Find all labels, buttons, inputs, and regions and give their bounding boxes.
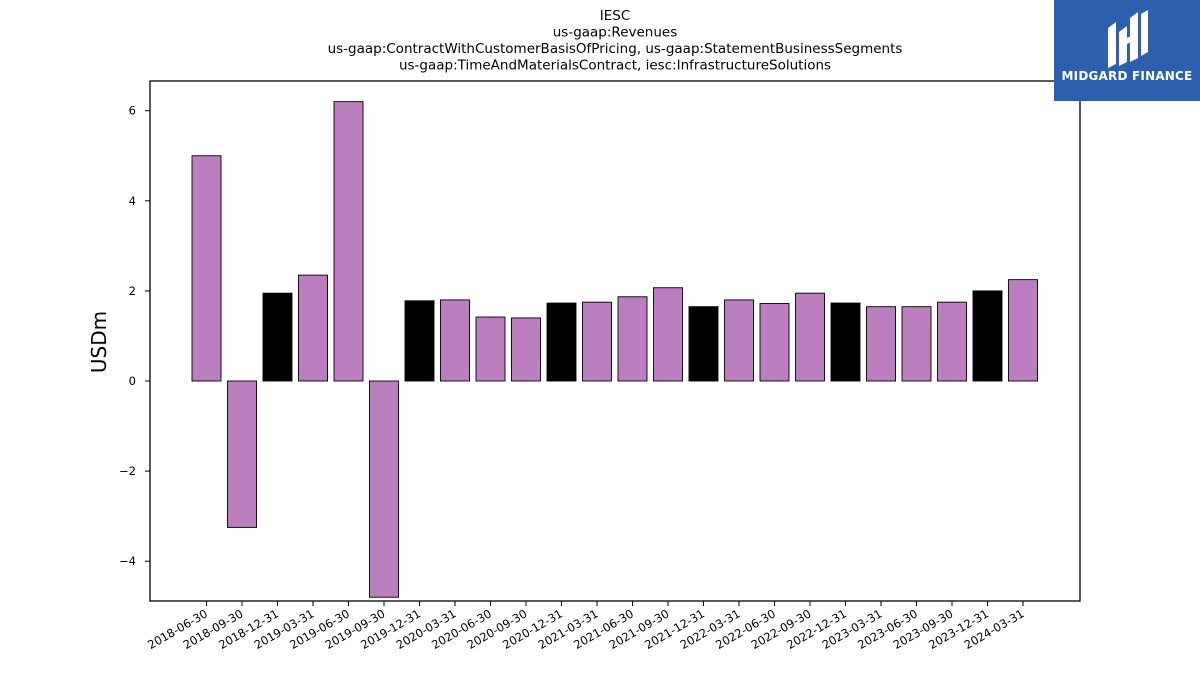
- plot-frame: [149, 80, 1081, 602]
- bar-2023-12-31: [972, 290, 1003, 382]
- bar-2022-09-30: [795, 292, 825, 382]
- midgard-logo-icon: [1108, 10, 1148, 68]
- chart-title-line: us-gaap:ContractWithCustomerBasisOfPrici…: [328, 41, 903, 57]
- y-tick-label: 4: [129, 194, 136, 208]
- brand-logo: MIDGARD FINANCE: [1054, 0, 1200, 101]
- bar-2018-06-30: [191, 155, 222, 382]
- y-axis: −4 −2 0 2 4 6: [119, 104, 150, 568]
- bar-2018-12-31: [262, 292, 293, 382]
- bar-2024-03-31: [1008, 279, 1038, 382]
- bar-2020-09-30: [511, 317, 541, 382]
- y-tick-label: 6: [129, 104, 136, 118]
- bar-2021-12-31: [688, 306, 719, 382]
- chart-title-line: us-gaap:TimeAndMaterialsContract, iesc:I…: [399, 58, 831, 74]
- bar-2020-03-31: [440, 299, 470, 382]
- bar-2018-09-30: [227, 380, 257, 528]
- bar-2023-09-30: [937, 301, 967, 382]
- bar-2023-03-31: [866, 306, 896, 382]
- y-axis-label: USDm: [87, 311, 111, 373]
- y-tick-label: 0: [129, 374, 136, 388]
- bar-2023-06-30: [901, 306, 932, 382]
- brand-name: MIDGARD FINANCE: [1061, 69, 1193, 83]
- bar-2019-09-30: [369, 380, 399, 598]
- bar-2020-12-31: [546, 302, 577, 382]
- chart-title: IESCus-gaap:Revenuesus-gaap:ContractWith…: [328, 8, 903, 74]
- bar-2021-06-30: [617, 296, 648, 382]
- bar-2021-09-30: [653, 287, 683, 382]
- bar-2022-03-31: [724, 299, 754, 382]
- bar-2022-06-30: [759, 303, 790, 382]
- bar-2019-12-31: [404, 300, 435, 382]
- y-tick-label: −4: [119, 554, 136, 568]
- bar-2022-12-31: [830, 302, 861, 382]
- chart-title-line: us-gaap:Revenues: [553, 25, 678, 41]
- bar-2019-03-31: [298, 274, 328, 382]
- bars-group: [191, 101, 1038, 598]
- bar-2020-06-30: [475, 316, 506, 382]
- bar-2021-03-31: [582, 301, 612, 382]
- chart-title-line: IESC: [600, 8, 631, 24]
- bar-2019-06-30: [333, 101, 364, 382]
- y-tick-label: −2: [119, 464, 136, 478]
- x-axis: 2018-06-302018-09-302018-12-312019-03-31…: [145, 601, 1027, 652]
- y-tick-label: 2: [129, 284, 136, 298]
